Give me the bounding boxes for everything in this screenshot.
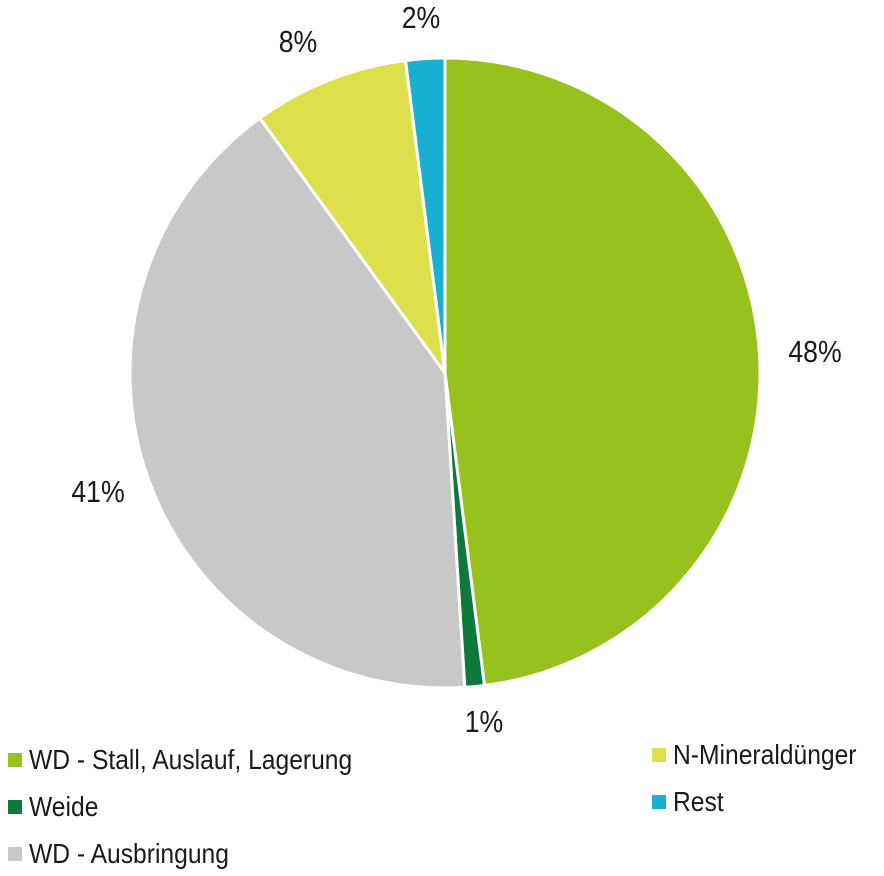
pie-slice-4	[404, 56, 447, 375]
legend-label: WD - Ausbringung	[29, 838, 229, 869]
data-label-mineralduenger: 8%	[278, 24, 318, 59]
pie-slice-2	[128, 116, 467, 690]
legend-item-stall: WD - Stall, Auslauf, Lagerung	[8, 744, 396, 776]
legend-label: WD - Stall, Auslauf, Lagerung	[29, 744, 353, 775]
legend-label: Rest	[673, 786, 724, 817]
legend-item-weide: Weide	[8, 791, 108, 823]
legend-swatch	[8, 753, 22, 767]
data-label-rest: 2%	[401, 0, 441, 35]
data-label-weide: 1%	[464, 704, 504, 739]
legend-label: Weide	[29, 791, 99, 822]
legend-item-ausbringung: WD - Ausbringung	[8, 838, 256, 870]
legend-item-rest: Rest	[652, 786, 731, 818]
pie-slice-0	[443, 56, 762, 688]
pie-slice-3	[258, 58, 447, 375]
data-label-ausbringung: 41%	[71, 474, 125, 509]
legend-item-mineralduenger: N-Mineraldünger	[652, 739, 882, 771]
legend-swatch	[8, 800, 22, 814]
legend-swatch	[652, 748, 666, 762]
legend-swatch	[8, 847, 22, 861]
data-label-stall: 48%	[788, 334, 842, 369]
legend-swatch	[652, 795, 666, 809]
legend-label: N-Mineraldünger	[673, 739, 857, 770]
